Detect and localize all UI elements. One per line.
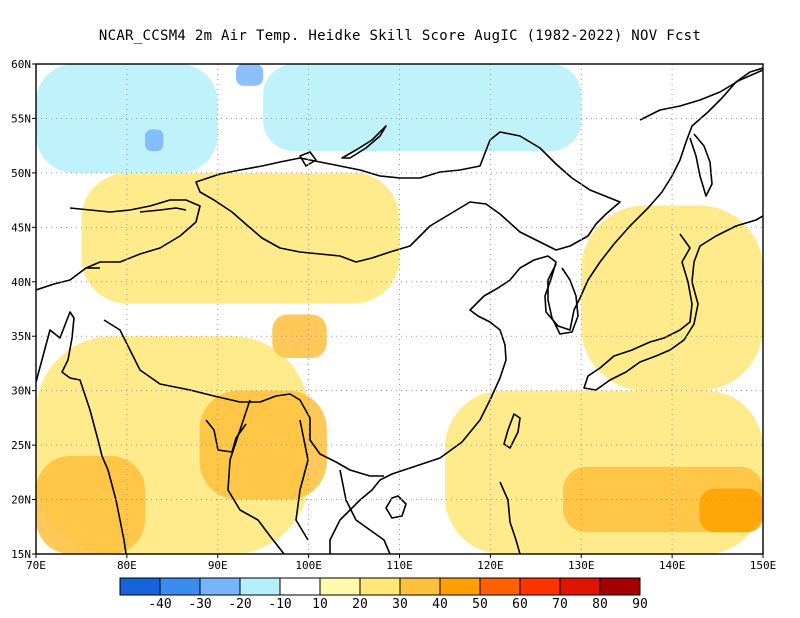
colorbar-swatch [599,577,641,596]
lat-tick-label: 60N [11,58,31,71]
score-region [145,129,164,152]
score-region [81,172,400,304]
colorbar-swatch [439,577,481,596]
colorbar-label: 20 [352,597,368,612]
lat-tick-label: 20N [11,494,31,507]
coastline-korea [547,263,579,335]
lon-tick-label: 130E [568,559,595,572]
colorbar-label: 50 [472,597,488,612]
colorbar-label: 10 [312,597,328,612]
lat-tick-label: 25N [11,439,31,452]
colorbar: -40 -30 -20 -10 10 20 30 40 50 60 70 80 90 [119,577,648,612]
colorbar-label: -20 [228,597,251,612]
score-region [235,64,264,86]
lake-small [299,151,317,167]
lon-tick-label: 80E [117,559,137,572]
lat-tick-label: 50N [11,167,31,180]
border-mongolia [195,131,621,263]
skill-score-field [36,64,763,554]
lat-tick-label: 30N [11,385,31,398]
lat-tick-label: 40N [11,276,31,289]
score-region [199,390,327,500]
colorbar-label: 40 [432,597,448,612]
coastline-kamchatka [639,69,763,121]
coastline-philippines [499,481,521,554]
colorbar-swatch [199,577,241,596]
score-region [272,314,327,358]
lon-tick-label: 90E [208,559,228,572]
lat-tick-label: 35N [11,330,31,343]
colorbar-label: 30 [392,597,408,612]
score-region [581,205,763,391]
score-region [699,488,763,533]
coastline-mainland [36,67,763,554]
colorbar-swatch [559,577,601,596]
colorbar-swatch [159,577,201,596]
colorbar-swatch [359,577,401,596]
border-bangladesh [205,419,247,453]
colorbar-label: -10 [268,597,291,612]
colorbar-swatch [279,577,321,596]
chart-title: NCAR_CCSM4 2m Air Temp. Heidke Skill Sco… [98,28,702,44]
border-himalaya [103,319,384,477]
colorbar-label: 90 [632,597,648,612]
lat-tick-label: 15N [11,548,31,561]
coastline-taiwan [503,413,521,449]
lat-tick-label: 55N [11,112,31,125]
axis-ticks: 70E 80E 90E 100E 110E 120E 130E 140E 150E 15N 20N 2… [11,58,776,572]
coastline-sakhalin [689,133,713,197]
score-region [36,456,146,554]
lat-tick-label: 45N [11,221,31,234]
lon-tick-label: 120E [477,559,504,572]
lon-tick-label: 140E [659,559,686,572]
colorbar-label: 60 [512,597,528,612]
lon-tick-label: 70E [26,559,46,572]
colorbar-label: 70 [552,597,568,612]
colorbar-swatch [479,577,521,596]
lake-baikal [341,125,387,159]
coastline-hainan [385,495,407,519]
coastlines [36,67,763,554]
border-central-asia [36,199,201,291]
colorbar-label: -40 [148,597,171,612]
graticule [36,64,763,554]
colorbar-label: -30 [188,597,211,612]
coastline-japan [583,215,763,391]
colorbar-swatch [399,577,441,596]
lon-tick-label: 100E [295,559,322,572]
score-region [263,64,582,152]
lon-tick-label: 110E [386,559,413,572]
colorbar-swatch [519,577,561,596]
colorbar-label: 80 [592,597,608,612]
colorbar-swatch [319,577,361,596]
lon-tick-label: 150E [750,559,777,572]
colorbar-swatch [119,577,161,596]
lake-balkhash [139,207,187,213]
colorbar-swatch [239,577,281,596]
